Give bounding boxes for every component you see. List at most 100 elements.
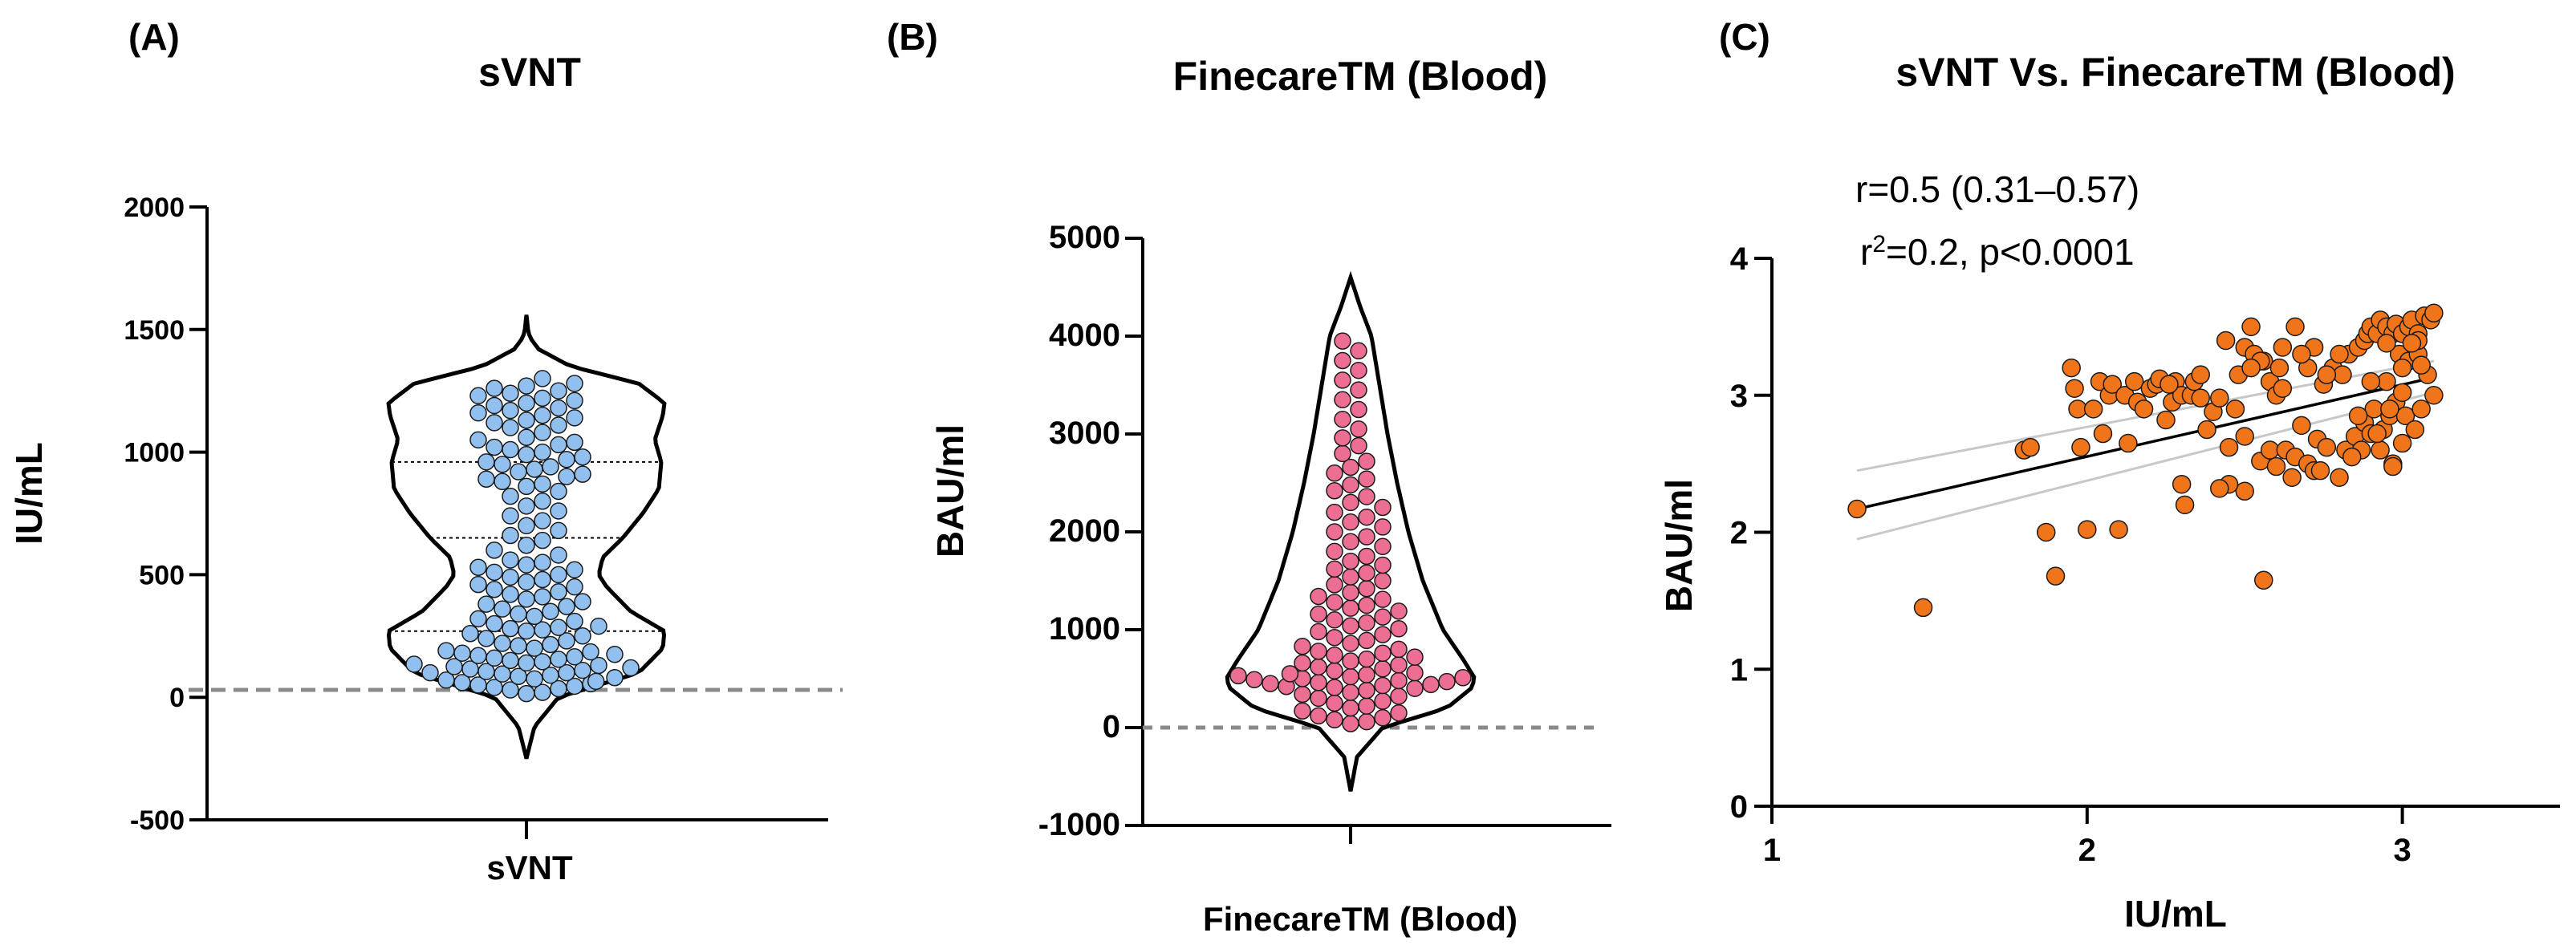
data-point <box>502 528 518 544</box>
data-point <box>526 640 542 656</box>
data-point <box>1310 659 1327 675</box>
data-point <box>518 478 534 494</box>
data-point <box>2318 366 2335 383</box>
data-point <box>518 378 534 394</box>
y-tick-label: 0 <box>1730 789 1748 825</box>
x-tick-label: 1 <box>1763 833 1781 868</box>
data-point <box>2078 521 2096 538</box>
data-point <box>2198 420 2216 438</box>
data-point <box>502 489 518 505</box>
data-point <box>1343 669 1359 685</box>
data-point <box>1407 665 1423 681</box>
data-point <box>575 594 591 610</box>
data-point <box>2350 407 2367 424</box>
data-point <box>1310 643 1327 659</box>
data-point <box>2085 400 2103 418</box>
data-point <box>494 456 510 472</box>
data-point <box>518 498 534 514</box>
r2-rest: =0.2, p<0.0001 <box>1886 231 2135 273</box>
data-point <box>1915 598 1932 616</box>
panel-c-points <box>1848 304 2443 616</box>
data-point <box>2406 420 2424 438</box>
data-point <box>2371 441 2389 459</box>
data-point <box>1375 538 1391 554</box>
data-point <box>575 628 591 644</box>
data-point <box>1359 489 1375 505</box>
data-point <box>1343 494 1359 510</box>
data-point <box>1343 600 1359 616</box>
data-point <box>2394 359 2411 377</box>
data-point <box>1375 573 1391 589</box>
data-point <box>551 547 567 563</box>
data-point <box>567 613 583 629</box>
panel-a-x-category-label: sVNT <box>486 849 573 886</box>
data-point <box>1391 705 1407 721</box>
data-point <box>1359 598 1375 614</box>
data-point <box>1423 676 1439 692</box>
data-point <box>502 420 518 436</box>
data-point <box>2412 356 2430 374</box>
data-point <box>567 579 583 595</box>
data-point <box>2330 468 2348 486</box>
data-point <box>526 671 542 687</box>
data-point <box>575 449 591 465</box>
data-point <box>518 591 534 607</box>
data-point <box>518 412 534 428</box>
y-tick-label: 500 <box>139 560 185 590</box>
data-point <box>583 644 599 660</box>
data-point <box>1359 614 1375 631</box>
data-point <box>1343 569 1359 585</box>
data-point <box>1294 703 1310 719</box>
data-point <box>1375 627 1391 643</box>
data-point <box>1359 471 1375 487</box>
data-point <box>551 483 567 499</box>
panel-a-y-axis-label: IU/mL <box>8 442 50 545</box>
data-point <box>1375 710 1391 726</box>
data-point <box>2425 304 2443 322</box>
data-point <box>1327 524 1343 540</box>
data-point <box>534 572 551 588</box>
data-point <box>1335 353 1351 369</box>
panel-c-y-axis-label: BAU/ml <box>1658 479 1700 612</box>
panel-c-title: sVNT Vs. FinecareTM (Blood) <box>1895 50 2455 95</box>
data-point <box>567 392 583 408</box>
data-point <box>567 434 583 450</box>
data-point <box>1335 333 1351 349</box>
y-tick-label: 3000 <box>1049 416 1120 451</box>
data-point <box>2394 383 2411 401</box>
data-point <box>2211 389 2229 407</box>
data-point <box>518 686 534 702</box>
data-point <box>518 395 534 411</box>
data-point <box>1391 688 1407 704</box>
data-point <box>2160 375 2178 393</box>
data-point <box>502 569 518 585</box>
data-point <box>1391 641 1407 657</box>
data-point <box>1327 561 1343 577</box>
data-point <box>2286 318 2304 335</box>
data-point <box>1359 565 1375 581</box>
data-point <box>438 643 454 659</box>
data-point <box>2038 524 2055 541</box>
y-tick-label: 1000 <box>1049 611 1120 647</box>
data-point <box>1359 698 1375 714</box>
data-point <box>2394 435 2411 452</box>
data-point <box>2226 400 2244 418</box>
data-point <box>1310 675 1327 691</box>
data-point <box>1351 438 1367 454</box>
data-point <box>534 513 551 529</box>
data-point <box>1343 554 1359 570</box>
y-tick-label: 2000 <box>1049 513 1120 549</box>
data-point <box>588 673 604 689</box>
data-point <box>2378 335 2395 352</box>
data-point <box>1375 500 1391 516</box>
data-point <box>1343 533 1359 550</box>
data-point <box>534 476 551 492</box>
data-point <box>1343 618 1359 634</box>
data-point <box>1375 678 1391 694</box>
data-point <box>542 603 559 619</box>
data-point <box>551 651 567 667</box>
data-point <box>2236 482 2253 500</box>
data-point <box>2047 567 2065 585</box>
data-point <box>534 408 551 424</box>
y-tick-label: 1 <box>1730 652 1748 687</box>
